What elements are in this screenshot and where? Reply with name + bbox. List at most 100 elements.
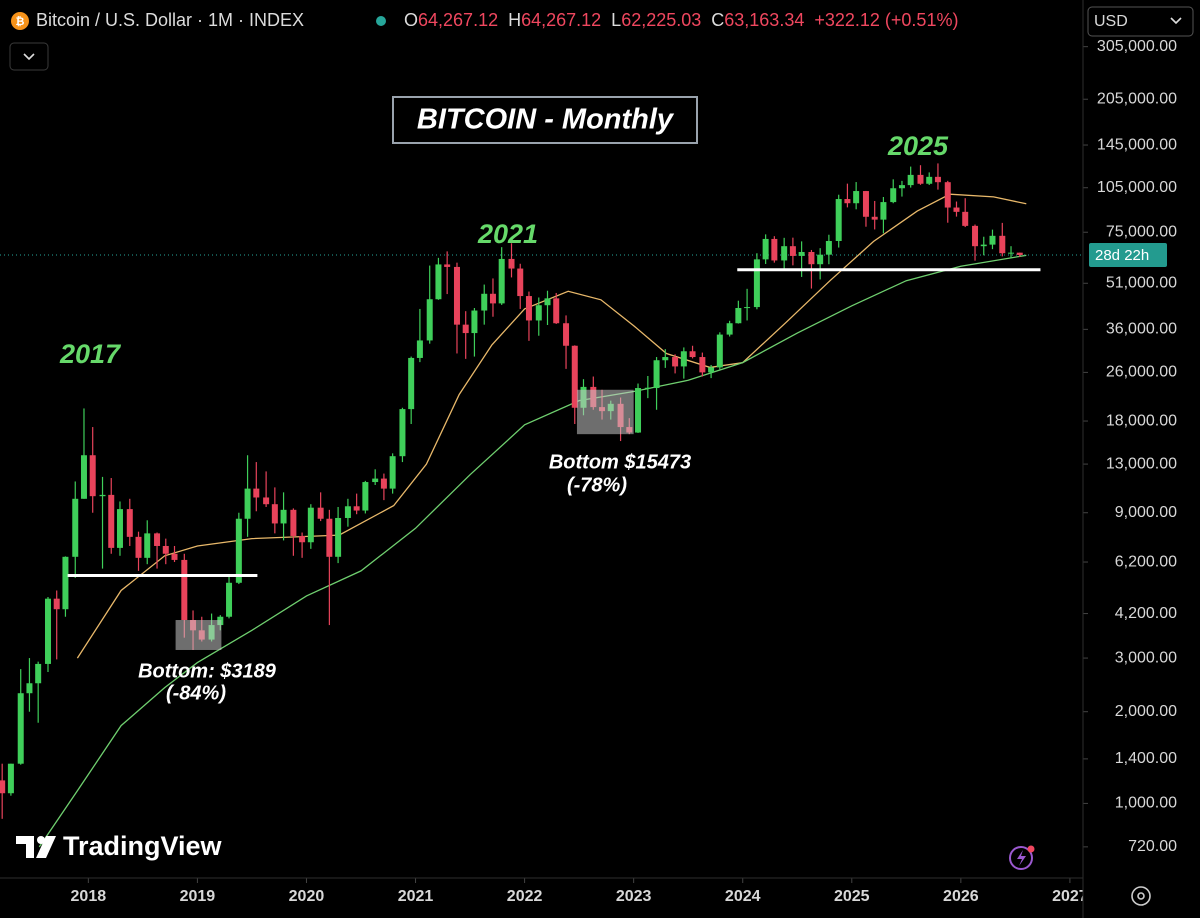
candle-body bbox=[980, 244, 987, 247]
candle-body bbox=[0, 780, 6, 794]
candle-body bbox=[307, 507, 314, 543]
candle-body bbox=[662, 357, 669, 361]
y-tick-label: 6,200.00 bbox=[1115, 553, 1177, 570]
candle-body bbox=[317, 507, 324, 519]
candle-body bbox=[781, 246, 788, 261]
candle-body bbox=[689, 351, 696, 358]
candle-body bbox=[917, 174, 924, 184]
candle-body bbox=[62, 556, 69, 610]
title-box bbox=[392, 96, 698, 144]
x-tick-label: 2023 bbox=[616, 888, 652, 905]
y-tick-label: 205,000.00 bbox=[1097, 90, 1177, 107]
coin-icon-glyph: ₿ bbox=[16, 16, 25, 28]
candle-body bbox=[753, 259, 760, 308]
candle-body bbox=[280, 509, 287, 524]
currency-button[interactable]: USD bbox=[1087, 6, 1194, 37]
candle-body bbox=[99, 494, 106, 497]
candle-body bbox=[762, 238, 769, 260]
logo[interactable]: TradingView bbox=[16, 831, 223, 861]
candle-body bbox=[408, 357, 415, 410]
candle-body bbox=[1016, 252, 1023, 255]
candle-body bbox=[525, 296, 532, 321]
candle-body bbox=[72, 498, 79, 557]
x-tick-label: 2021 bbox=[398, 888, 434, 905]
y-tick-label: 4,200.00 bbox=[1115, 605, 1177, 622]
candle-body bbox=[962, 211, 969, 226]
candle-body bbox=[862, 191, 869, 217]
x-tick-label: 2019 bbox=[180, 888, 216, 905]
countdown: 28d 22h bbox=[1095, 247, 1149, 264]
alert-icon[interactable] bbox=[1009, 845, 1035, 870]
candle-body bbox=[808, 251, 815, 265]
time-axis: 2018 2019 2020 2021 2022 2023 2024 2025 2026 2027 bbox=[71, 878, 1083, 905]
ohlc: O64,267.12 H64,267.12 L62,225.03 C63,163.34… bbox=[404, 10, 958, 30]
candle-body bbox=[453, 266, 460, 325]
candle-body bbox=[844, 199, 851, 204]
candle-body bbox=[89, 455, 96, 497]
candle-body bbox=[853, 191, 860, 204]
candle-body bbox=[571, 345, 578, 408]
annotation: 2021 bbox=[477, 219, 538, 249]
candle-body bbox=[771, 238, 778, 261]
candle-body bbox=[253, 488, 260, 498]
candle-body bbox=[708, 367, 715, 373]
candle-body bbox=[116, 509, 123, 548]
x-tick-label: 2024 bbox=[725, 888, 761, 905]
candle-body bbox=[699, 357, 706, 373]
y-tick-label: 18,000.00 bbox=[1106, 412, 1177, 429]
candle-body bbox=[144, 533, 151, 558]
candle-body bbox=[489, 293, 496, 304]
candle-body bbox=[399, 409, 406, 457]
candle-body bbox=[53, 598, 60, 610]
candle-body bbox=[135, 536, 142, 558]
candle-body bbox=[299, 535, 306, 543]
candle-body bbox=[880, 202, 887, 220]
candle-body bbox=[1008, 252, 1015, 254]
annotation: (-78%) bbox=[567, 474, 627, 496]
y-tick-label: 75,000.00 bbox=[1106, 223, 1177, 240]
collapse-button[interactable] bbox=[9, 42, 49, 71]
y-tick-label: 2,000.00 bbox=[1115, 703, 1177, 720]
candle-body bbox=[108, 494, 115, 548]
ohlc-key: O bbox=[404, 10, 418, 30]
candle-body bbox=[181, 559, 188, 621]
candle-body bbox=[653, 360, 660, 389]
candle-body bbox=[416, 340, 423, 358]
y-tick-label: 3,000.00 bbox=[1115, 649, 1177, 666]
candle-body bbox=[517, 268, 524, 297]
candle-body bbox=[462, 324, 469, 334]
candle-body bbox=[907, 174, 914, 186]
coin-icon bbox=[11, 12, 29, 30]
y-tick-label: 9,000.00 bbox=[1115, 504, 1177, 521]
price-axis: 305,000.00 205,000.00 145,000.00 105,000.00… bbox=[1083, 38, 1177, 855]
candle-body bbox=[898, 185, 905, 189]
candle-body bbox=[154, 533, 161, 546]
candle-body bbox=[498, 258, 505, 304]
candle-body bbox=[263, 497, 270, 505]
candle-body bbox=[999, 235, 1006, 254]
candle-body bbox=[481, 293, 488, 311]
candle-body bbox=[17, 693, 24, 764]
y-tick-label: 145,000.00 bbox=[1097, 136, 1177, 153]
candle-body bbox=[553, 298, 560, 324]
x-tick-label: 2022 bbox=[507, 888, 543, 905]
candle-body bbox=[735, 308, 742, 324]
y-tick-label: 26,000.00 bbox=[1106, 364, 1177, 381]
candle-body bbox=[934, 176, 941, 183]
candle-body bbox=[344, 506, 351, 518]
candle-body bbox=[171, 553, 178, 560]
candle-body bbox=[890, 188, 897, 203]
candle-body bbox=[817, 254, 824, 265]
settings-button[interactable] bbox=[1131, 886, 1151, 906]
candle-body bbox=[444, 264, 451, 267]
candle-body bbox=[744, 307, 751, 309]
candle-body bbox=[126, 509, 133, 537]
candle-body bbox=[535, 305, 542, 321]
candle-body bbox=[290, 509, 297, 536]
bottom-zone bbox=[175, 620, 222, 650]
annotation: (-84%) bbox=[166, 682, 226, 704]
candle-body bbox=[471, 310, 478, 334]
